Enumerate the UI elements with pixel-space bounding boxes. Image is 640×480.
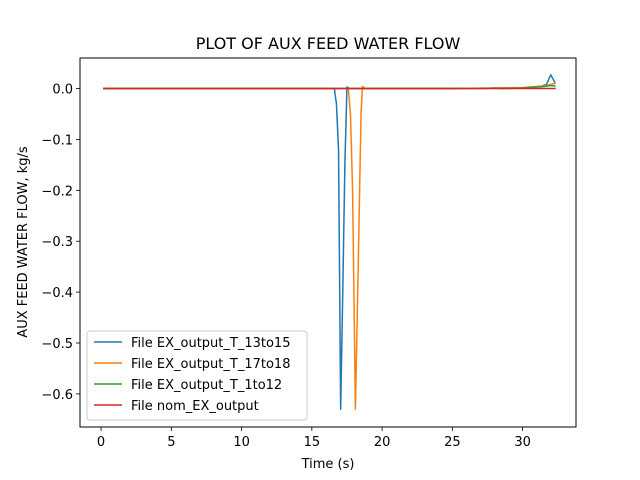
y-axis-ticks: 0.0 −0.1 −0.2 −0.3 −0.4 −0.5 −0.6: [41, 83, 80, 403]
y-tick-label: −0.1: [41, 133, 73, 148]
axes-frame: [79, 57, 577, 428]
y-tick-label: −0.5: [41, 337, 73, 352]
x-tick-label: 15: [304, 435, 321, 450]
x-tick-label: 10: [233, 435, 250, 450]
x-axis-label: Time (s): [301, 457, 355, 472]
x-tick-label: 5: [167, 435, 175, 450]
y-tick-label: −0.3: [41, 235, 73, 250]
y-tick-label: −0.4: [41, 286, 73, 301]
x-tick-label: 25: [444, 435, 461, 450]
y-tick-label: 0.0: [52, 83, 73, 98]
legend-label-3: File EX_output_T_1to12: [131, 378, 282, 393]
x-tick-label: 0: [97, 435, 105, 450]
x-tick-label: 30: [514, 435, 531, 450]
legend: File EX_output_T_13to15 File EX_output_T_…: [86, 330, 308, 421]
legend-label-2: File EX_output_T_17to18: [131, 357, 290, 372]
legend-label-1: File EX_output_T_13to15: [131, 336, 290, 351]
y-tick-label: −0.6: [41, 388, 73, 403]
plot-area: [79, 57, 577, 428]
series-lines: [103, 74, 556, 410]
y-axis-label: AUX FEED WATER FLOW, kg/s: [16, 146, 31, 338]
legend-box: [86, 330, 308, 421]
chart-title: PLOT OF AUX FEED WATER FLOW: [196, 34, 461, 53]
x-axis-ticks: 0 5 10 15 20 25 30: [97, 427, 531, 450]
legend-label-4: File nom_EX_output: [131, 399, 259, 414]
y-tick-label: −0.2: [41, 184, 73, 199]
legend-items: File EX_output_T_13to15 File EX_output_T_…: [94, 336, 290, 414]
x-tick-label: 20: [374, 435, 391, 450]
